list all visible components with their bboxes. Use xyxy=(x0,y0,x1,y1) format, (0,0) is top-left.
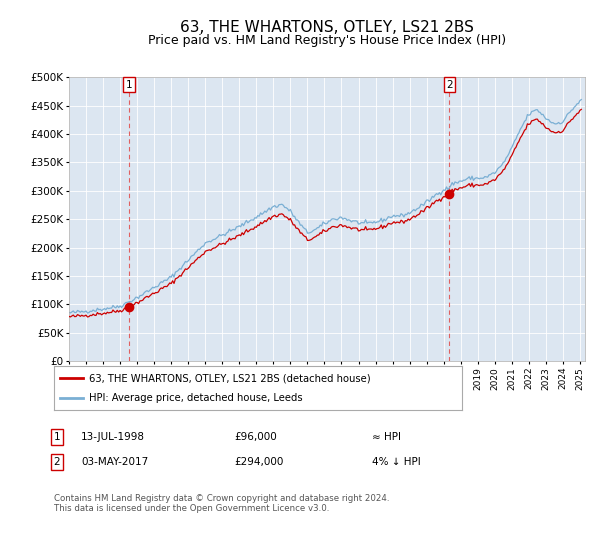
Text: 63, THE WHARTONS, OTLEY, LS21 2BS (detached house): 63, THE WHARTONS, OTLEY, LS21 2BS (detac… xyxy=(89,373,370,383)
Text: £96,000: £96,000 xyxy=(234,432,277,442)
Text: HPI: Average price, detached house, Leeds: HPI: Average price, detached house, Leed… xyxy=(89,393,302,403)
Text: ≈ HPI: ≈ HPI xyxy=(372,432,401,442)
Text: 03-MAY-2017: 03-MAY-2017 xyxy=(81,457,148,467)
Text: Contains HM Land Registry data © Crown copyright and database right 2024.
This d: Contains HM Land Registry data © Crown c… xyxy=(54,494,389,514)
Text: 2: 2 xyxy=(53,457,61,467)
Text: £294,000: £294,000 xyxy=(234,457,283,467)
Text: 2: 2 xyxy=(446,80,453,90)
Text: 4% ↓ HPI: 4% ↓ HPI xyxy=(372,457,421,467)
Text: 1: 1 xyxy=(126,80,133,90)
Text: 1: 1 xyxy=(53,432,61,442)
Text: Price paid vs. HM Land Registry's House Price Index (HPI): Price paid vs. HM Land Registry's House … xyxy=(148,34,506,46)
Text: 63, THE WHARTONS, OTLEY, LS21 2BS: 63, THE WHARTONS, OTLEY, LS21 2BS xyxy=(180,20,474,35)
Text: 13-JUL-1998: 13-JUL-1998 xyxy=(81,432,145,442)
